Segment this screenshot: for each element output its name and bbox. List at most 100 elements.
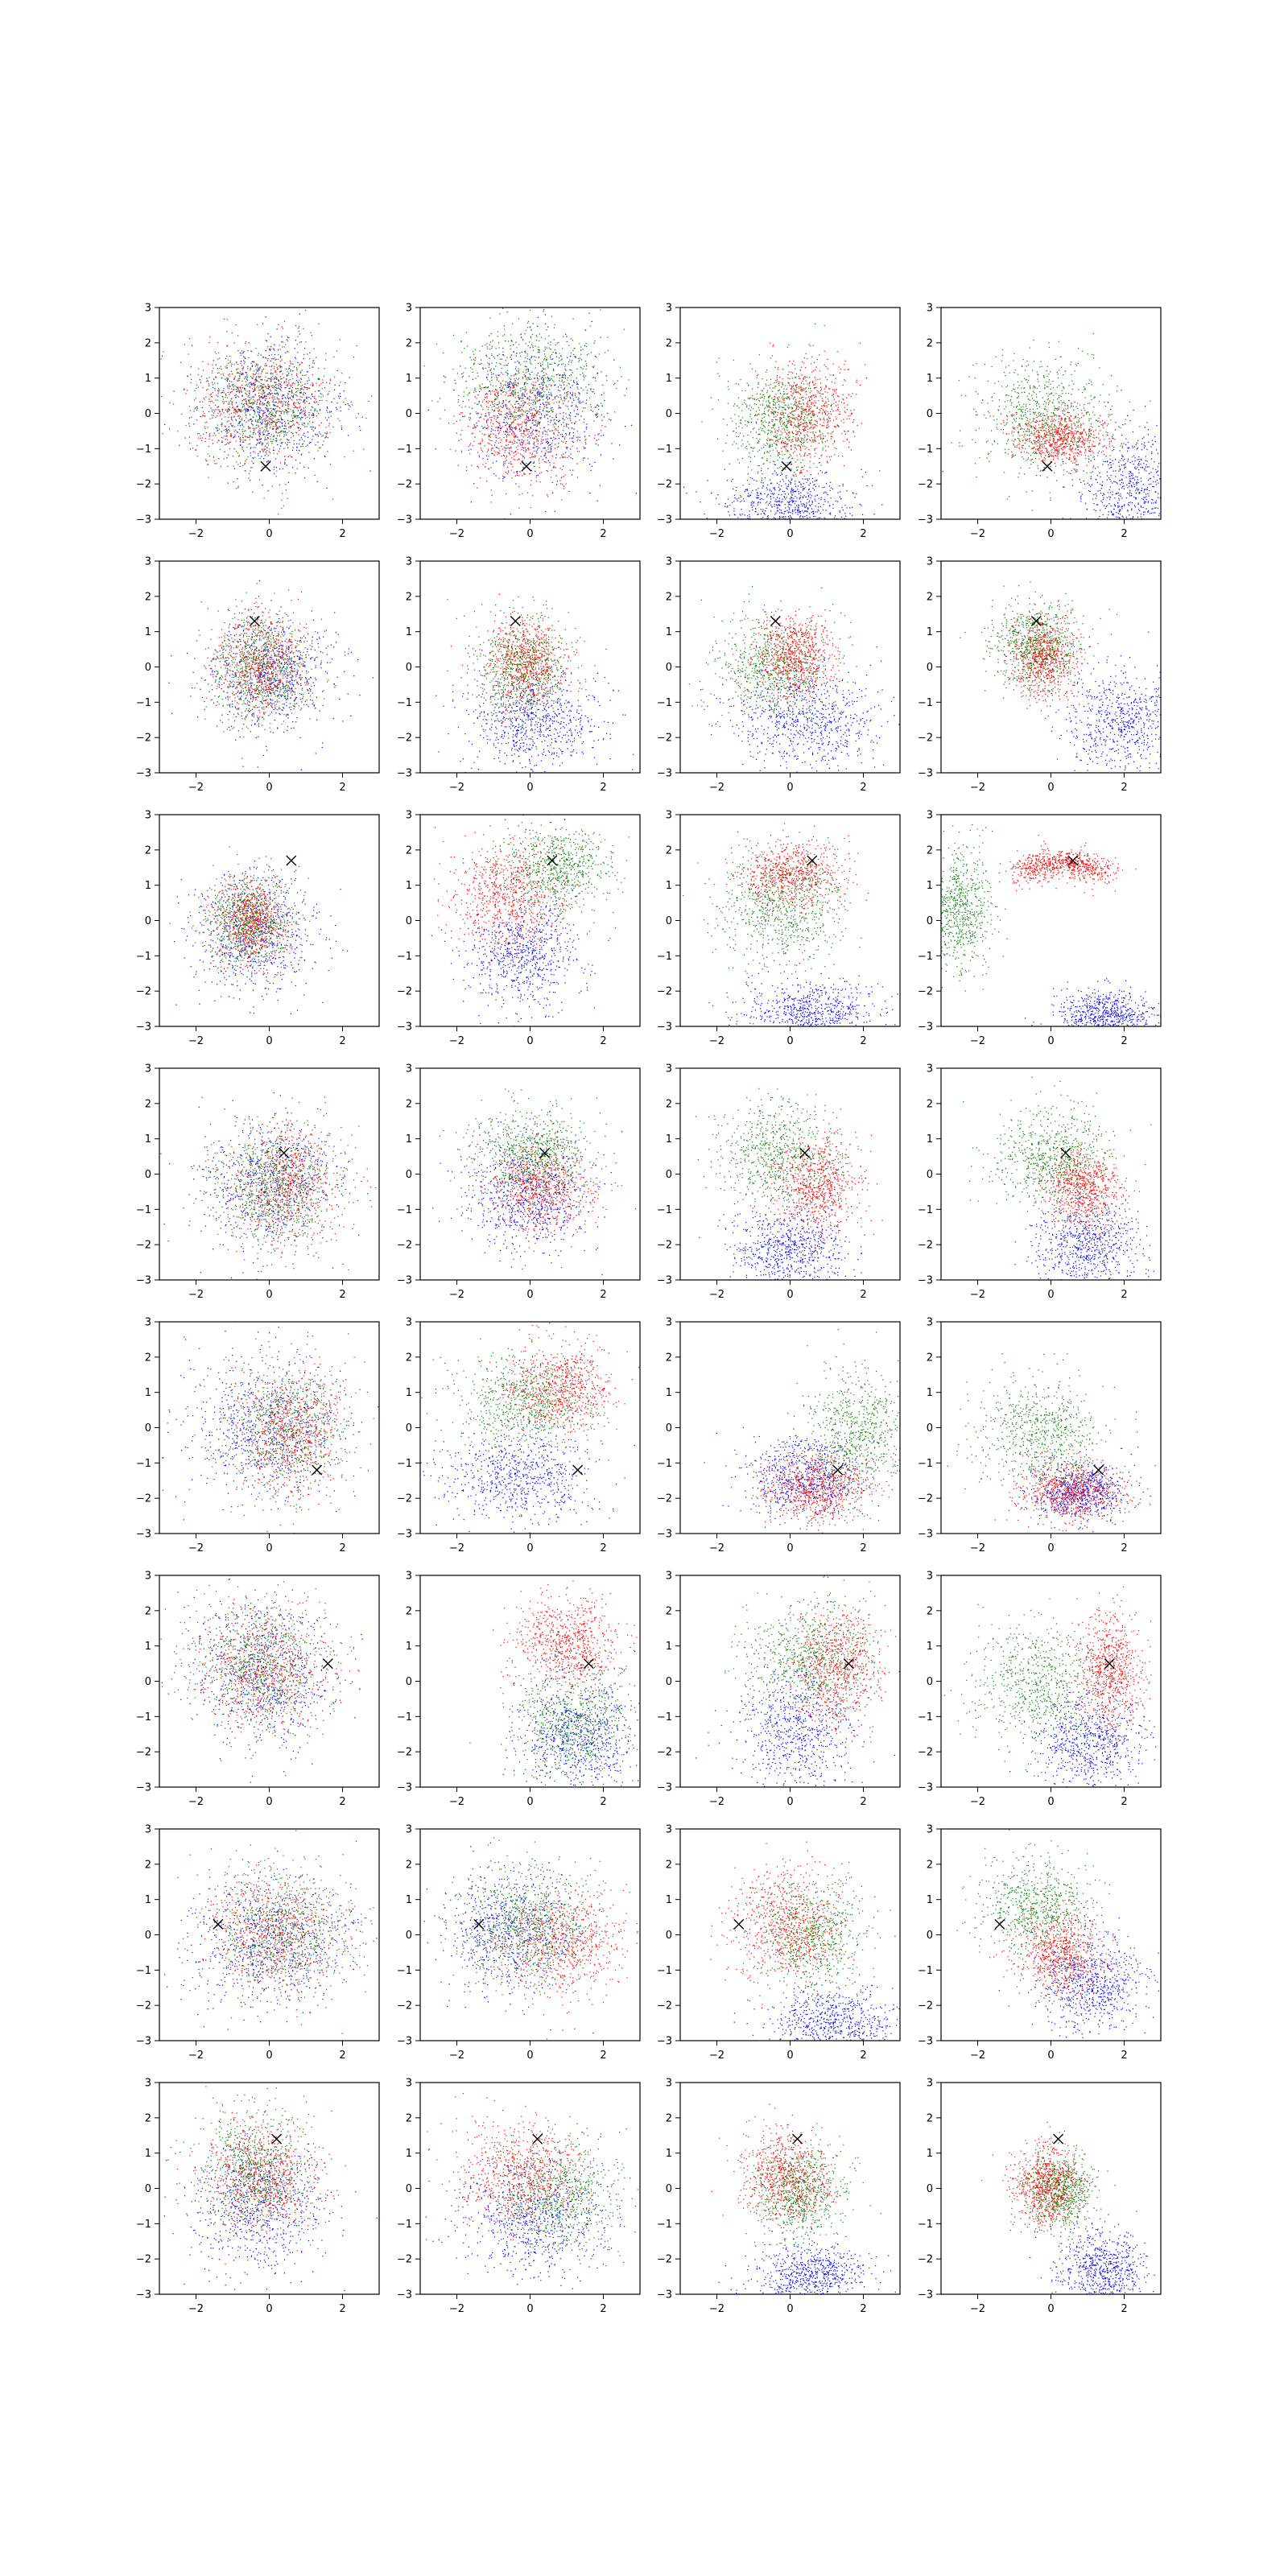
point-green	[285, 409, 286, 410]
point-red	[534, 451, 535, 452]
point-green	[544, 353, 545, 354]
point-green	[295, 388, 296, 389]
point-blue	[305, 412, 306, 413]
point-green	[544, 375, 545, 376]
point-blue	[728, 499, 729, 500]
point-red	[516, 447, 517, 448]
point-green	[514, 411, 515, 412]
point-green	[541, 417, 542, 418]
point-red	[291, 385, 292, 386]
point-blue	[252, 361, 253, 362]
point-blue	[826, 510, 827, 511]
point-green	[253, 376, 254, 377]
point-blue	[808, 496, 809, 497]
point-blue	[775, 499, 776, 500]
point-red	[507, 432, 508, 433]
point-green	[295, 358, 296, 359]
point-red	[302, 388, 303, 389]
point-red	[288, 404, 289, 405]
point-red	[488, 412, 489, 413]
point-blue	[274, 397, 275, 398]
point-blue	[773, 494, 774, 495]
point-red	[232, 407, 233, 408]
point-blue	[304, 348, 305, 349]
point-red	[507, 409, 508, 410]
point-blue	[559, 413, 560, 414]
point-blue	[312, 382, 313, 383]
point-red	[293, 421, 294, 422]
point-red	[275, 372, 276, 373]
point-green	[482, 384, 483, 385]
point-red	[269, 413, 270, 414]
point-green	[581, 359, 582, 360]
point-blue	[206, 432, 207, 433]
point-blue	[501, 373, 502, 374]
point-blue	[544, 415, 545, 416]
point-green	[298, 382, 299, 383]
point-blue	[810, 491, 811, 492]
point-red	[557, 447, 558, 448]
point-blue	[790, 498, 791, 499]
point-blue	[337, 370, 338, 371]
point-red	[540, 481, 541, 482]
point-green	[602, 385, 603, 386]
point-red	[239, 423, 240, 424]
point-green	[475, 349, 476, 350]
point-green	[276, 419, 277, 420]
point-red	[491, 401, 492, 402]
point-red	[330, 380, 331, 381]
point-red	[462, 416, 463, 417]
point-red	[509, 442, 510, 443]
point-blue	[530, 427, 531, 428]
point-green	[580, 354, 581, 355]
point-green	[493, 401, 494, 402]
point-red	[508, 470, 509, 471]
point-blue	[278, 349, 279, 350]
point-green	[271, 354, 272, 355]
point-red	[356, 417, 357, 418]
point-red	[302, 369, 303, 370]
point-red	[525, 376, 526, 377]
point-green	[235, 419, 236, 420]
point-red	[542, 397, 543, 398]
point-red	[512, 442, 513, 443]
point-green	[620, 367, 621, 368]
point-green	[516, 383, 517, 384]
point-red	[469, 414, 470, 415]
point-red	[477, 452, 478, 453]
point-green	[237, 452, 238, 453]
point-blue	[553, 437, 554, 438]
point-red	[531, 415, 532, 416]
point-red	[262, 414, 263, 415]
point-blue	[253, 410, 254, 411]
point-blue	[744, 501, 745, 502]
point-red	[258, 353, 259, 354]
point-green	[464, 415, 465, 416]
point-green	[272, 485, 273, 486]
point-green	[473, 363, 474, 364]
point-green	[538, 421, 539, 422]
point-red	[536, 436, 537, 437]
point-blue	[506, 422, 507, 423]
point-green	[496, 362, 497, 363]
point-green	[552, 409, 553, 410]
point-blue	[827, 494, 828, 495]
point-green	[550, 380, 551, 381]
point-red	[479, 456, 480, 457]
point-blue	[340, 393, 341, 394]
point-red	[277, 398, 278, 399]
point-green	[520, 356, 521, 357]
point-red	[288, 380, 289, 381]
point-green	[217, 413, 218, 414]
point-blue	[296, 375, 297, 376]
point-red	[521, 433, 522, 434]
point-blue	[571, 361, 572, 362]
point-green	[223, 375, 224, 376]
point-green	[537, 446, 538, 447]
point-blue	[266, 425, 267, 426]
point-green	[292, 378, 293, 379]
point-blue	[228, 403, 229, 404]
point-red	[238, 373, 239, 374]
point-red	[198, 374, 199, 375]
